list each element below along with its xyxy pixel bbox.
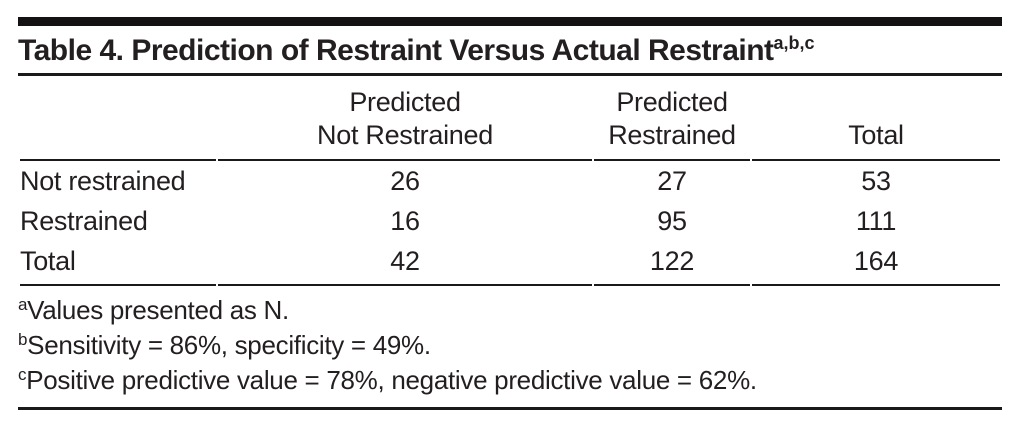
cell-value: 95 — [657, 206, 687, 236]
table-bottom-rule — [18, 407, 1002, 410]
table-header: Predicted Not Restrained Predicted Restr… — [20, 76, 1000, 161]
table-row-not-restrained: Not restrained 26 27 53 — [20, 161, 1000, 201]
cell-value: 16 — [390, 206, 420, 236]
table-title-superscript: a,b,c — [773, 33, 815, 53]
cell-value: 27 — [657, 166, 687, 196]
footnote-c: cPositive predictive value = 78%, negati… — [18, 363, 1002, 398]
footnote-a: aValues presented as N. — [18, 293, 1002, 328]
table-row-restrained: Restrained 16 95 111 — [20, 201, 1000, 241]
header-line-1: Predicted — [616, 87, 728, 117]
cell-value: 111 — [855, 206, 897, 236]
title-bottom-rule — [18, 73, 1002, 76]
table-content: Table 4. Prediction of Restraint Versus … — [18, 17, 1002, 410]
header-cell-total: Total — [752, 76, 1000, 161]
footnote-text: Positive predictive value = 78%, negativ… — [26, 365, 757, 395]
table-body: Not restrained 26 27 53 Restrained 16 95… — [20, 161, 1000, 286]
table-row-total: Total 42 122 164 — [20, 241, 1000, 286]
header-cell-predicted-restrained: Predicted Restrained — [594, 76, 750, 161]
cell-value: 122 — [594, 241, 750, 286]
header-line-2: Restrained — [608, 120, 736, 150]
row-label: Total — [20, 241, 216, 286]
footnote-text: Values presented as N. — [27, 295, 289, 325]
confusion-matrix-table: Predicted Not Restrained Predicted Restr… — [18, 76, 1002, 286]
footnote-text: Sensitivity = 86%, specificity = 49%. — [27, 330, 431, 360]
row-label: Not restrained — [20, 166, 186, 196]
table-title: Table 4. Prediction of Restraint Versus … — [18, 26, 1002, 73]
header-cell-predicted-not-restrained: Predicted Not Restrained — [218, 76, 592, 161]
header-line-2: Not Restrained — [317, 120, 493, 150]
top-bar-rule — [18, 17, 1002, 26]
footnotes: aValues presented as N. bSensitivity = 8… — [18, 286, 1002, 407]
footnote-marker: c — [18, 365, 27, 384]
cell-value: 53 — [861, 166, 891, 196]
header-line-1: Predicted — [349, 87, 461, 117]
header-row: Predicted Not Restrained Predicted Restr… — [20, 76, 1000, 161]
table-title-text: Table 4. Prediction of Restraint Versus … — [18, 34, 774, 67]
footnote-b: bSensitivity = 86%, specificity = 49%. — [18, 328, 1002, 363]
footnote-marker: b — [18, 330, 28, 349]
cell-value: 26 — [390, 166, 420, 196]
cell-value: 42 — [218, 241, 592, 286]
footnote-marker: a — [18, 295, 28, 314]
header-cell-stub — [20, 76, 216, 161]
row-label: Restrained — [20, 206, 148, 236]
header-line-2: Total — [848, 120, 904, 150]
cell-value: 164 — [752, 241, 1000, 286]
